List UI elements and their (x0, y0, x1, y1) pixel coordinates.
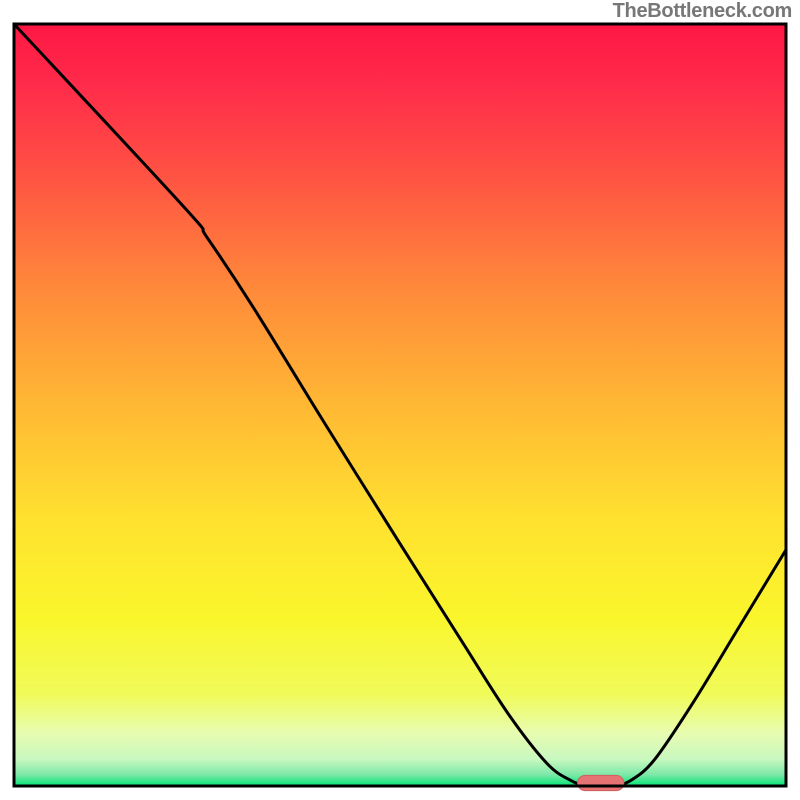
gradient-background (14, 24, 786, 786)
chart-svg (0, 0, 800, 800)
watermark-text: TheBottleneck.com (613, 0, 792, 23)
optimal-marker (578, 775, 624, 790)
bottleneck-chart: TheBottleneck.com (0, 0, 800, 800)
